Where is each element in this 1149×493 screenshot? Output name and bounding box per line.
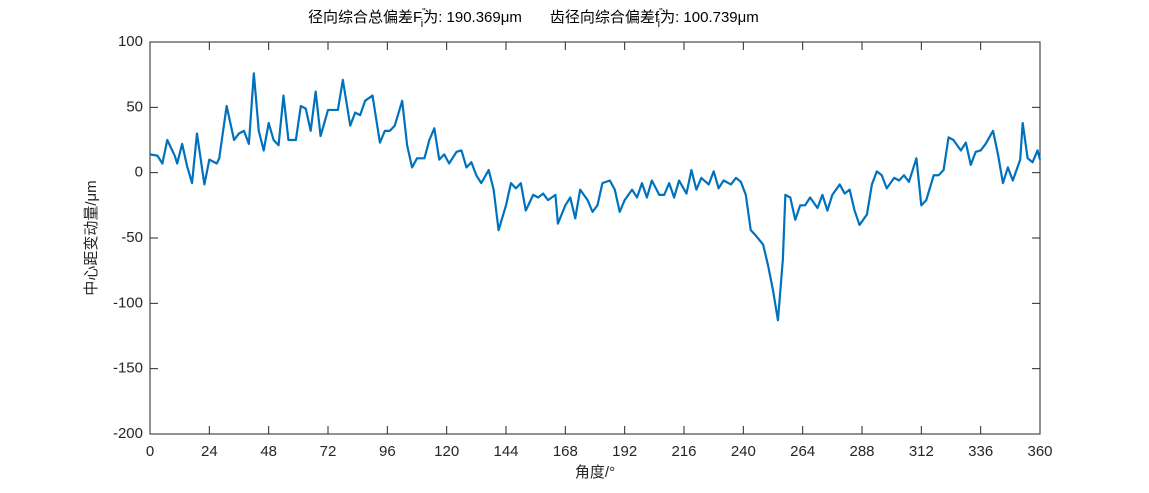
title-text: 为: 190.369μm	[423, 9, 522, 26]
x-tick-label: 264	[790, 443, 815, 460]
axes-box	[149, 41, 1041, 435]
y-tick-label: 50	[126, 98, 143, 115]
x-tick-label: 288	[849, 443, 874, 460]
title-text: 齿径向综合偏差f	[550, 9, 660, 26]
y-tick-label: 0	[135, 164, 143, 181]
x-tick-label: 336	[968, 443, 993, 460]
y-tick-label: -150	[113, 360, 143, 377]
x-tick-label: 216	[671, 443, 696, 460]
y-tick-label: -50	[121, 229, 143, 246]
x-tick-label: 168	[553, 443, 578, 460]
title-sub: i	[421, 18, 423, 30]
x-tick-label: 96	[379, 443, 396, 460]
x-tick-label: 144	[493, 443, 518, 460]
title-text: 为: 100.739μm	[660, 9, 759, 26]
x-tick-label: 24	[201, 443, 218, 460]
title-sup: "	[659, 7, 663, 18]
x-tick-label: 48	[260, 443, 277, 460]
x-axis-label: 角度/°	[575, 464, 615, 481]
x-tick-label: 192	[612, 443, 637, 460]
title-sub: i	[658, 18, 660, 30]
chart-title: 径向综合总偏差F" i为: 190.369μm 齿径向综合偏差f" i为: 100.7…	[308, 7, 759, 30]
title-text: 径向综合总偏差F	[308, 9, 422, 26]
y-tick-label: 100	[118, 33, 143, 50]
title-sup: "	[422, 7, 426, 18]
data-line	[149, 72, 1042, 322]
x-tick-label: 0	[146, 443, 154, 460]
x-tick-label: 120	[434, 443, 459, 460]
y-tick-label: -200	[113, 425, 143, 442]
y-tick-label: -100	[113, 294, 143, 311]
y-axis-label: 中心距变动量/μm	[83, 180, 100, 295]
x-tick-label: 240	[731, 443, 756, 460]
x-tick-label: 72	[320, 443, 337, 460]
plot-area	[150, 42, 1040, 434]
x-tick-label: 312	[909, 443, 934, 460]
x-tick-label: 360	[1027, 443, 1052, 460]
